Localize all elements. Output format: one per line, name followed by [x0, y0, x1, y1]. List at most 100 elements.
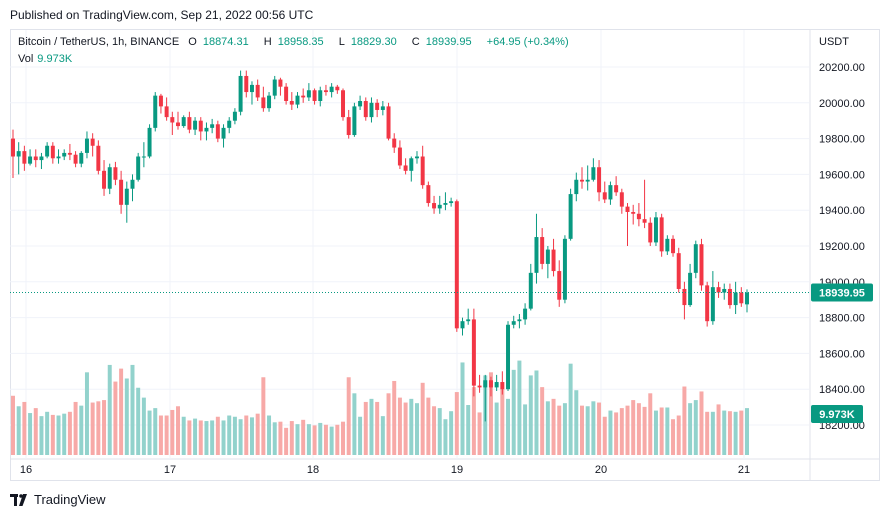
candle-body[interactable] [671, 238, 676, 254]
candle-body[interactable] [665, 238, 670, 252]
candle-body[interactable] [56, 156, 61, 159]
candle-body[interactable] [745, 292, 749, 305]
candle-body[interactable] [261, 97, 266, 109]
candle-body[interactable] [488, 380, 493, 388]
candle-body[interactable] [443, 203, 448, 205]
candle-body[interactable] [523, 308, 528, 320]
candle-body[interactable] [45, 145, 50, 157]
candle-body[interactable] [727, 288, 732, 306]
candle-body[interactable] [369, 102, 374, 118]
candle-body[interactable] [551, 249, 556, 272]
candle-body[interactable] [107, 167, 112, 189]
candle-body[interactable] [124, 188, 129, 205]
symbol-name[interactable]: Bitcoin / TetherUS, 1h, BINANCE [18, 36, 180, 48]
candle-body[interactable] [295, 95, 300, 105]
candle-body[interactable] [511, 321, 516, 325]
candle-body[interactable] [323, 90, 328, 93]
candle-body[interactable] [102, 170, 107, 189]
candle-body[interactable] [545, 249, 550, 264]
candle-body[interactable] [449, 201, 454, 204]
candle-body[interactable] [67, 152, 72, 155]
candle-body[interactable] [215, 124, 220, 139]
candle-body[interactable] [614, 185, 619, 193]
candle-body[interactable] [517, 319, 522, 322]
candle-body[interactable] [278, 79, 283, 87]
candle-body[interactable] [574, 179, 579, 195]
candle-body[interactable] [198, 120, 203, 132]
candle-body[interactable] [164, 106, 169, 118]
candle-body[interactable] [534, 237, 539, 273]
footer-brand[interactable]: TradingView [10, 492, 106, 507]
candle-body[interactable] [39, 156, 44, 161]
candle-body[interactable] [136, 156, 141, 180]
candle-body[interactable] [585, 179, 590, 182]
candle-body[interactable] [289, 101, 294, 105]
currency-label[interactable]: USDT [819, 36, 849, 48]
candle-body[interactable] [22, 151, 27, 164]
candle-body[interactable] [33, 156, 38, 161]
candle-body[interactable] [50, 145, 55, 159]
candle-body[interactable] [557, 271, 562, 300]
candle-body[interactable] [540, 237, 545, 264]
candle-body[interactable] [73, 154, 78, 164]
candle-body[interactable] [682, 288, 687, 306]
candle-body[interactable] [301, 95, 306, 98]
candle-body[interactable] [477, 385, 482, 388]
candle-body[interactable] [153, 95, 158, 128]
candle-body[interactable] [16, 151, 21, 157]
candle-body[interactable] [255, 84, 260, 98]
candle-body[interactable] [329, 86, 334, 93]
candle-body[interactable] [346, 117, 351, 136]
candle-body[interactable] [113, 167, 118, 180]
candle-body[interactable] [528, 272, 533, 309]
candle-body[interactable] [232, 111, 237, 121]
candle-body[interactable] [392, 138, 397, 148]
candle-body[interactable] [358, 101, 363, 107]
candle-body[interactable] [170, 117, 175, 123]
candle-body[interactable] [653, 217, 658, 243]
chart-frame[interactable] [10, 29, 880, 481]
candle-body[interactable] [466, 319, 471, 322]
candle-body[interactable] [642, 219, 647, 223]
candle-body[interactable] [625, 206, 630, 212]
vol-label[interactable]: Vol [18, 53, 34, 65]
candle-body[interactable] [608, 185, 613, 200]
candle-body[interactable] [602, 192, 607, 200]
candle-body[interactable] [631, 211, 636, 214]
candle-body[interactable] [460, 321, 465, 329]
candle-body[interactable] [454, 201, 459, 329]
candle-body[interactable] [483, 380, 488, 388]
candle-body[interactable] [739, 292, 744, 304]
candle-body[interactable] [699, 244, 704, 286]
candle-body[interactable] [363, 101, 368, 118]
candle-body[interactable] [705, 285, 710, 322]
candle-body[interactable] [244, 75, 249, 93]
candle-body[interactable] [722, 288, 727, 293]
candle-body[interactable] [84, 138, 89, 153]
candle-body[interactable] [210, 124, 215, 128]
candle-body[interactable] [562, 238, 567, 300]
candle-body[interactable] [312, 90, 317, 102]
candle-body[interactable] [284, 86, 289, 102]
candle-body[interactable] [500, 382, 505, 390]
candle-body[interactable] [130, 179, 135, 189]
candle-body[interactable] [676, 253, 681, 289]
candle-body[interactable] [506, 324, 511, 390]
candle-body[interactable] [28, 156, 33, 164]
candle-body[interactable] [141, 156, 146, 158]
candle-body[interactable] [568, 194, 573, 239]
candle-body[interactable] [90, 138, 95, 146]
candle-body[interactable] [437, 204, 442, 209]
candle-body[interactable] [318, 90, 323, 102]
candle-body[interactable] [249, 84, 254, 93]
candle-body[interactable] [380, 106, 385, 110]
candle-body[interactable] [403, 165, 408, 171]
candle-body[interactable] [597, 167, 602, 193]
candle-body[interactable] [238, 75, 243, 112]
candle-body[interactable] [352, 106, 357, 136]
candle-body[interactable] [187, 117, 192, 130]
candle-body[interactable] [420, 156, 425, 186]
candle-body[interactable] [659, 217, 664, 252]
candle-body[interactable] [710, 287, 715, 322]
